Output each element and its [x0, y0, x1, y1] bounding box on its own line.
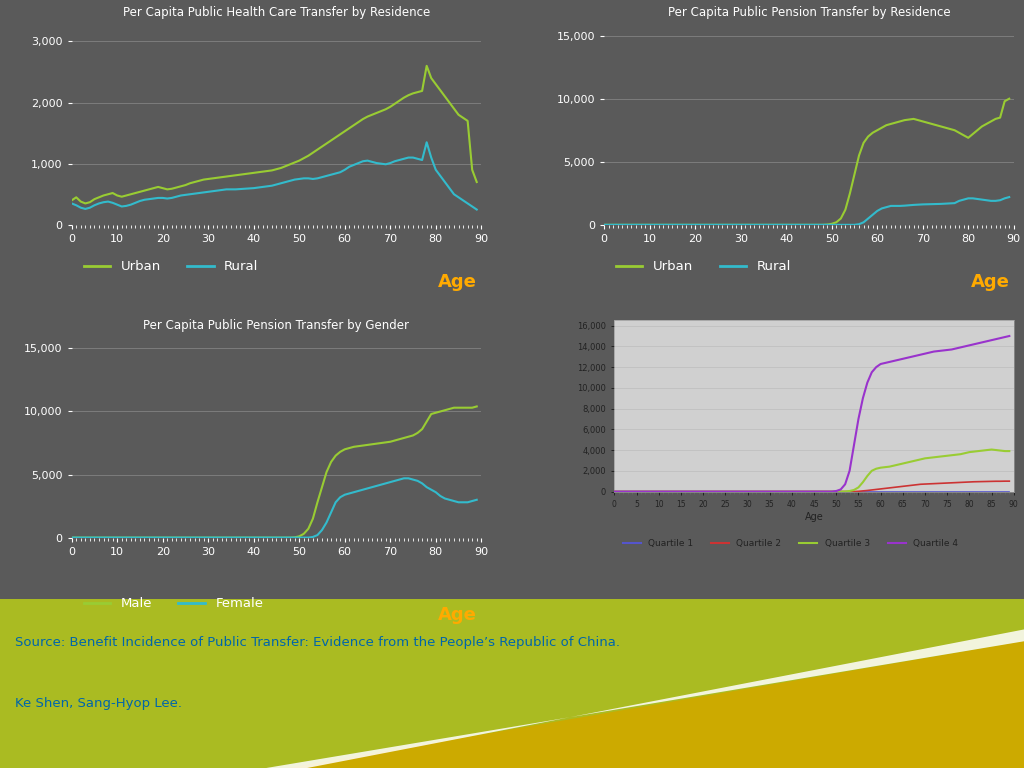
Text: Age: Age [971, 273, 1010, 291]
Text: Age: Age [438, 606, 477, 624]
Title: Per Capita Public Pension Transfer by Gender: Per Capita Public Pension Transfer by Ge… [143, 319, 410, 332]
Polygon shape [287, 641, 1024, 768]
Legend: Urban, Rural: Urban, Rural [78, 255, 264, 279]
Legend: Male, Female: Male, Female [78, 592, 268, 616]
Text: Source: Benefit Incidence of Public Transfer: Evidence from the People’s Republi: Source: Benefit Incidence of Public Tran… [15, 636, 621, 649]
Text: Per Capita Public Pension Transfer by Income Quartiles: Per Capita Public Pension Transfer by In… [647, 321, 971, 334]
FancyBboxPatch shape [0, 599, 1024, 768]
Legend: Urban, Rural: Urban, Rural [610, 255, 797, 279]
Legend: Quartile 1, Quartile 2, Quartile 3, Quartile 4: Quartile 1, Quartile 2, Quartile 3, Quar… [618, 536, 962, 552]
Text: Age: Age [438, 273, 477, 291]
Polygon shape [266, 630, 1024, 768]
Title: Per Capita Public Pension Transfer by Residence: Per Capita Public Pension Transfer by Re… [668, 6, 950, 19]
Title: Per Capita Public Health Care Transfer by Residence: Per Capita Public Health Care Transfer b… [123, 6, 430, 19]
X-axis label: Age: Age [805, 511, 823, 521]
Text: Ke Shen, Sang-Hyop Lee.: Ke Shen, Sang-Hyop Lee. [15, 697, 182, 710]
